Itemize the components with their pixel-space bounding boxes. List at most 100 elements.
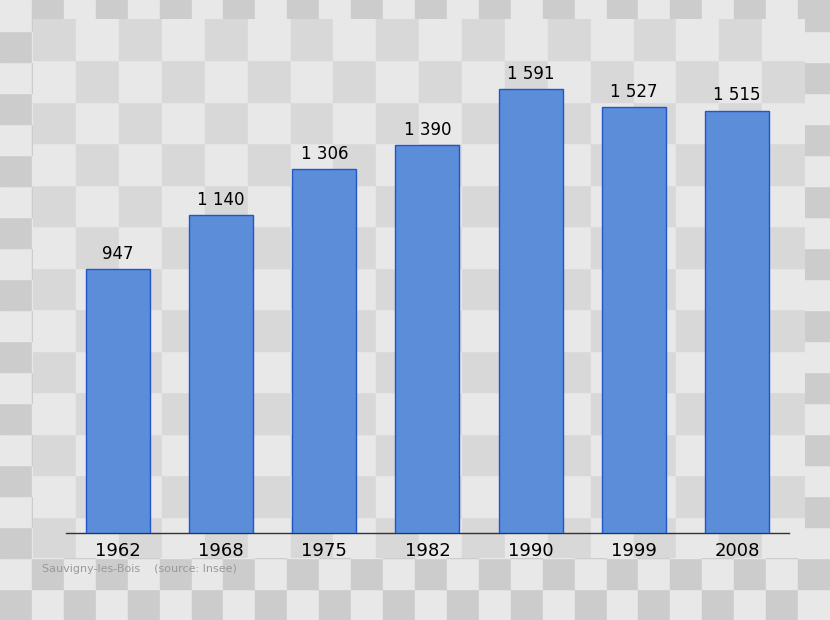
Bar bbox=[205, 60, 247, 102]
Bar bbox=[735, 589, 766, 620]
Bar bbox=[447, 93, 479, 124]
Bar bbox=[334, 268, 376, 309]
Bar bbox=[676, 268, 720, 309]
Bar bbox=[447, 124, 479, 155]
Bar bbox=[766, 403, 798, 434]
Bar bbox=[510, 155, 543, 186]
Bar bbox=[447, 589, 479, 620]
Bar bbox=[64, 217, 95, 248]
Bar bbox=[510, 310, 543, 341]
Bar bbox=[256, 279, 287, 310]
Bar bbox=[447, 434, 479, 465]
Bar bbox=[334, 475, 376, 516]
Bar bbox=[607, 403, 638, 434]
Bar bbox=[162, 350, 205, 392]
Bar bbox=[0, 372, 32, 403]
Bar bbox=[162, 19, 205, 60]
Bar bbox=[64, 434, 95, 465]
Bar bbox=[383, 248, 415, 279]
Bar bbox=[192, 310, 223, 341]
Bar bbox=[247, 433, 290, 475]
Bar bbox=[543, 465, 574, 496]
Bar bbox=[223, 186, 256, 217]
Bar bbox=[510, 403, 543, 434]
Bar bbox=[159, 341, 192, 372]
Bar bbox=[415, 248, 447, 279]
Bar bbox=[256, 589, 287, 620]
Bar bbox=[256, 62, 287, 93]
Bar bbox=[383, 186, 415, 217]
Bar bbox=[119, 350, 162, 392]
Bar bbox=[479, 248, 510, 279]
Bar bbox=[32, 155, 64, 186]
Bar bbox=[351, 403, 383, 434]
Bar bbox=[462, 309, 505, 350]
Bar bbox=[638, 527, 671, 558]
Bar bbox=[415, 310, 447, 341]
Bar bbox=[766, 279, 798, 310]
Bar bbox=[95, 248, 128, 279]
Bar bbox=[95, 31, 128, 62]
Bar bbox=[162, 268, 205, 309]
Bar bbox=[510, 558, 543, 589]
Bar bbox=[256, 465, 287, 496]
Bar bbox=[766, 155, 798, 186]
Bar bbox=[735, 0, 766, 31]
Bar bbox=[415, 93, 447, 124]
Bar bbox=[205, 309, 247, 350]
Bar bbox=[95, 0, 128, 31]
Bar bbox=[702, 31, 735, 62]
Bar bbox=[638, 31, 671, 62]
Bar bbox=[591, 185, 633, 226]
Bar bbox=[671, 527, 702, 558]
Bar bbox=[290, 475, 334, 516]
Bar bbox=[766, 0, 798, 31]
Bar bbox=[735, 186, 766, 217]
Bar bbox=[0, 279, 32, 310]
Bar bbox=[633, 392, 676, 433]
Bar bbox=[607, 93, 638, 124]
Bar bbox=[766, 62, 798, 93]
Bar bbox=[383, 527, 415, 558]
Bar bbox=[505, 433, 548, 475]
Bar bbox=[256, 434, 287, 465]
Bar bbox=[290, 19, 334, 60]
Bar bbox=[64, 124, 95, 155]
Bar bbox=[334, 392, 376, 433]
Bar bbox=[290, 143, 334, 185]
Bar bbox=[290, 433, 334, 475]
Bar bbox=[32, 372, 64, 403]
Bar bbox=[376, 185, 419, 226]
Bar bbox=[415, 279, 447, 310]
Bar bbox=[766, 527, 798, 558]
Bar bbox=[247, 516, 290, 558]
Bar bbox=[607, 527, 638, 558]
Bar bbox=[720, 226, 762, 268]
Bar bbox=[607, 434, 638, 465]
Bar bbox=[320, 465, 351, 496]
Bar bbox=[510, 372, 543, 403]
Bar bbox=[205, 516, 247, 558]
Bar bbox=[591, 268, 633, 309]
Bar bbox=[351, 372, 383, 403]
Bar bbox=[510, 434, 543, 465]
Bar bbox=[543, 124, 574, 155]
Bar bbox=[320, 0, 351, 31]
Bar bbox=[419, 350, 462, 392]
Bar bbox=[247, 350, 290, 392]
Bar bbox=[505, 102, 548, 143]
Bar bbox=[702, 558, 735, 589]
Bar bbox=[192, 279, 223, 310]
Bar bbox=[543, 403, 574, 434]
Bar bbox=[447, 403, 479, 434]
Bar bbox=[287, 62, 320, 93]
Bar bbox=[76, 392, 119, 433]
Bar bbox=[415, 155, 447, 186]
Bar bbox=[287, 558, 320, 589]
Bar bbox=[223, 465, 256, 496]
Bar bbox=[633, 309, 676, 350]
Bar bbox=[33, 350, 76, 392]
Bar bbox=[633, 516, 676, 558]
Bar bbox=[376, 60, 419, 102]
Bar bbox=[798, 310, 830, 341]
